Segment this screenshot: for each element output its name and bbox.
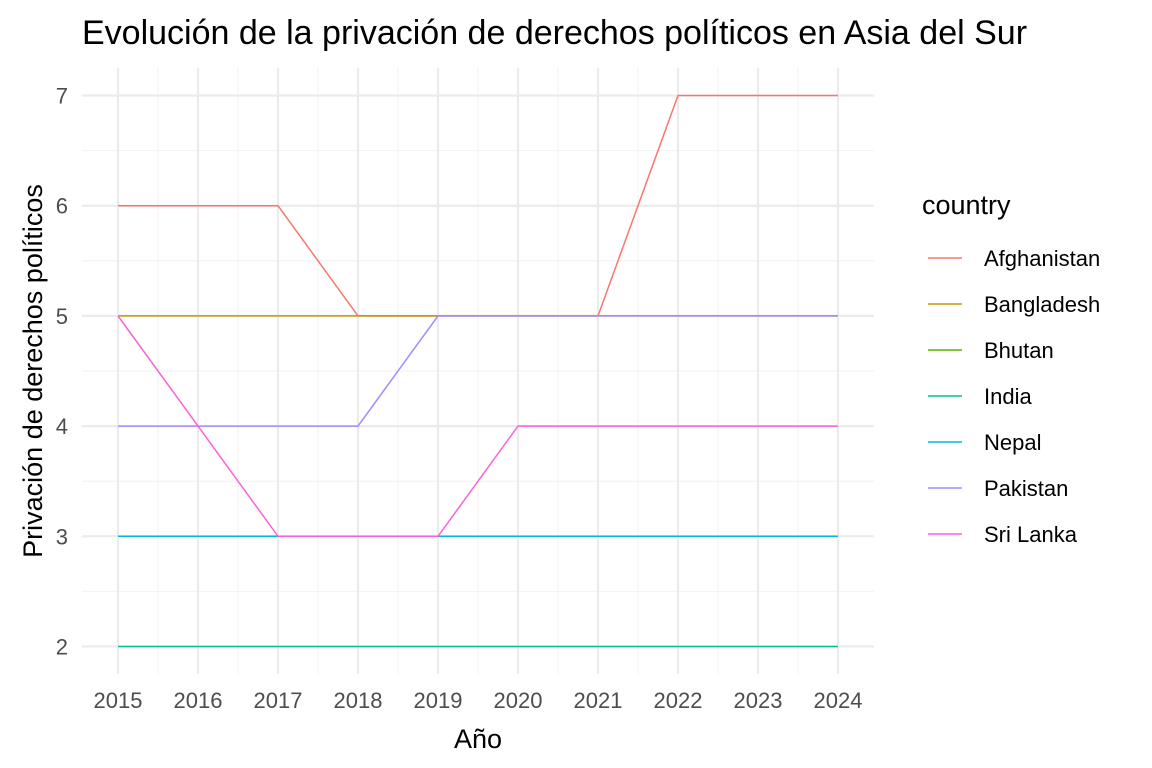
x-tick-label: 2018 [334,688,383,713]
x-axis-ticks: 2015 2016 2017 2018 2019 2020 2021 2022 2023 2024 [94,688,863,713]
y-tick-label: 5 [56,304,68,329]
x-tick-label: 2019 [414,688,463,713]
y-tick-label: 6 [56,194,68,219]
legend-label-sri-lanka: Sri Lanka [984,522,1078,547]
x-tick-label: 2024 [814,688,863,713]
x-tick-label: 2017 [254,688,303,713]
legend-label-pakistan: Pakistan [984,476,1068,501]
legend-label-india: India [984,384,1032,409]
y-axis-title: Privación de derechos políticos [18,184,48,558]
x-tick-label: 2022 [654,688,703,713]
x-axis-title: Año [454,724,502,754]
x-tick-label: 2015 [94,688,143,713]
x-tick-label: 2016 [174,688,223,713]
y-tick-label: 2 [56,634,68,659]
legend-label-afghanistan: Afghanistan [984,246,1100,271]
x-tick-label: 2021 [574,688,623,713]
plot-lines [117,94,838,648]
plot-grid [82,68,874,674]
y-tick-label: 4 [56,414,68,439]
legend-title: country [922,190,1011,220]
y-axis-ticks: 2 3 4 5 6 7 [56,84,68,660]
y-tick-label: 7 [56,84,68,109]
chart-title: Evolución de la privación de derechos po… [82,14,1027,52]
y-tick-label: 3 [56,524,68,549]
series-line-pakistan [118,315,838,427]
legend-label-bangladesh: Bangladesh [984,292,1100,317]
series-line-sri-lanka [117,315,838,538]
x-tick-label: 2023 [734,688,783,713]
x-tick-label: 2020 [494,688,543,713]
legend: country Afghanistan Bangladesh Bhutan India… [922,190,1100,547]
legend-label-bhutan: Bhutan [984,338,1054,363]
legend-label-nepal: Nepal [984,430,1041,455]
